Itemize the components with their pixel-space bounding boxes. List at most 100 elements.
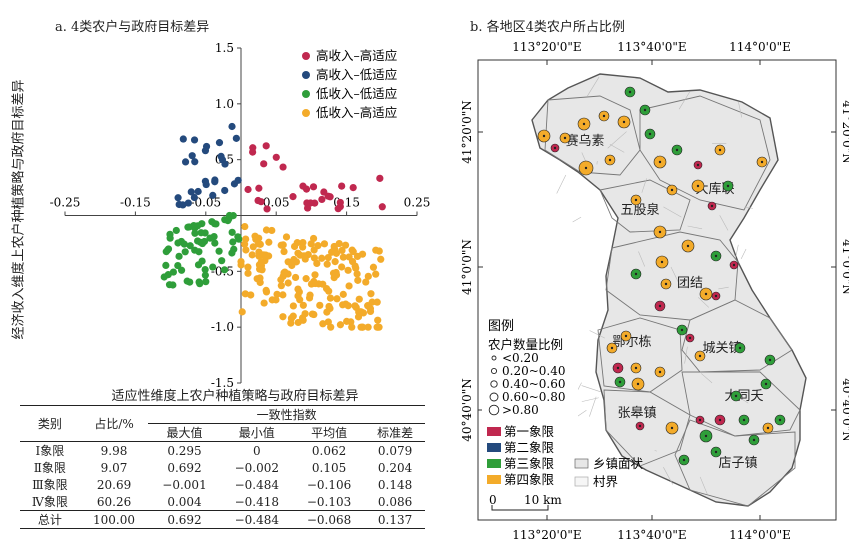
table-header-mean: 平均值 xyxy=(311,426,348,440)
scatter-point xyxy=(364,302,372,310)
proportion-circle-center xyxy=(602,114,606,118)
proportion-circle xyxy=(617,115,631,129)
scatter-point xyxy=(314,242,322,250)
table-cell: Ⅲ象限 xyxy=(32,478,68,492)
right-lat-label: 41°20'0"N xyxy=(840,100,849,164)
legend-marker xyxy=(302,71,310,79)
scatter-point xyxy=(332,249,341,257)
proportion-circle xyxy=(606,342,618,354)
proportion-circle-center xyxy=(710,204,714,208)
scatter-point xyxy=(355,295,363,303)
proportion-circle xyxy=(691,179,705,193)
scatter-point xyxy=(373,298,381,306)
table-cell: −0.484 xyxy=(234,477,279,492)
scatter-point xyxy=(238,308,246,316)
scatter-point xyxy=(202,278,210,286)
proportion-circle-center xyxy=(582,122,586,126)
scatter-point xyxy=(375,323,383,331)
scatter-point xyxy=(190,221,198,230)
proportion-circle xyxy=(550,143,560,153)
scatter-point xyxy=(320,188,328,196)
proportion-circle-center xyxy=(698,354,702,358)
village-boundary xyxy=(735,244,739,258)
village-boundary-label: 村界 xyxy=(593,474,619,489)
scatter-point xyxy=(215,139,224,147)
table-cell: 9.98 xyxy=(100,443,128,458)
scatter-point xyxy=(169,268,178,276)
proportion-circle xyxy=(748,434,760,446)
y-tick-label: 1.0 xyxy=(215,97,234,111)
scatter-point xyxy=(288,261,296,270)
scatter-point xyxy=(190,136,199,144)
scatter-point xyxy=(279,313,287,321)
scatter-point xyxy=(262,251,270,259)
scatter-point xyxy=(305,294,314,302)
village-boundary xyxy=(572,382,582,401)
scatter-point xyxy=(234,233,242,241)
proportion-circle xyxy=(666,184,678,196)
village-boundary xyxy=(641,178,647,193)
proportion-circle xyxy=(729,260,739,270)
panel-a-title: a. 4类农户与政府目标差异 xyxy=(55,20,210,35)
scatter-point xyxy=(241,290,249,298)
scatter-point xyxy=(309,234,318,243)
scatter-point xyxy=(279,163,287,171)
village-boundary xyxy=(589,330,605,339)
town-label: 店子镇 xyxy=(718,456,757,471)
village-boundary xyxy=(697,297,710,308)
scatter-point xyxy=(228,249,236,257)
scatter-point xyxy=(174,194,182,202)
statistics-table: 类别 占比/% 一致性指数 最大值 最小值 平均值 标准差 Ⅰ象限 9.98 0.2… xyxy=(20,405,425,529)
scatter-point xyxy=(293,239,301,247)
scatter-point xyxy=(277,276,285,284)
scatter-point xyxy=(352,264,360,272)
scatter-point xyxy=(310,310,318,319)
map-legend-bg xyxy=(482,318,578,514)
table-cell: 0.079 xyxy=(377,443,413,458)
proportion-circle-center xyxy=(542,134,546,138)
proportion-circle-center xyxy=(682,458,686,462)
scatter-point xyxy=(349,248,357,256)
scatter-point xyxy=(201,265,209,274)
scatter-point xyxy=(319,320,327,328)
proportion-circle-center xyxy=(768,358,772,362)
proportion-circle xyxy=(639,104,651,116)
table-cell: 总计 xyxy=(37,513,62,527)
proportion-circle xyxy=(714,144,726,156)
proportion-circle xyxy=(760,378,772,390)
y-tick-label: -1.0 xyxy=(211,320,234,334)
scatter-point xyxy=(273,290,281,298)
proportion-circle xyxy=(653,155,667,169)
village-boundary xyxy=(738,101,742,118)
proportion-circle-center xyxy=(696,163,700,167)
quadrant-legend-label: 第三象限 xyxy=(504,456,555,471)
village-boundary xyxy=(687,225,703,230)
scatter-point xyxy=(248,251,256,259)
scatter-point xyxy=(209,191,217,199)
table-cell: Ⅳ象限 xyxy=(31,495,68,509)
scatter-point xyxy=(262,226,271,234)
village-boundary xyxy=(699,476,708,495)
village-boundary xyxy=(718,286,729,290)
scatter-point xyxy=(212,220,220,228)
proportion-circle-center xyxy=(616,366,620,370)
proportion-circle-center xyxy=(553,146,557,150)
town-boundary xyxy=(605,231,739,321)
proportion-circle xyxy=(644,128,656,140)
proportion-circle xyxy=(685,333,695,343)
scatter-point xyxy=(284,279,292,287)
scatter-point xyxy=(179,135,187,143)
proportion-circle xyxy=(654,300,666,312)
table-header-consistency: 一致性指数 xyxy=(148,405,425,424)
proportion-circle xyxy=(730,390,742,402)
proportion-circle xyxy=(559,132,571,144)
town-boundary xyxy=(639,95,771,211)
proportion-circle-center xyxy=(686,244,690,248)
scatter-point xyxy=(301,310,309,318)
proportion-circle xyxy=(537,129,551,143)
scatter-point xyxy=(262,142,270,150)
village-boundary xyxy=(719,215,729,231)
scatter-point xyxy=(311,279,319,288)
proportion-circle-center xyxy=(670,188,674,192)
table-header-percent: 占比/% xyxy=(94,417,134,431)
